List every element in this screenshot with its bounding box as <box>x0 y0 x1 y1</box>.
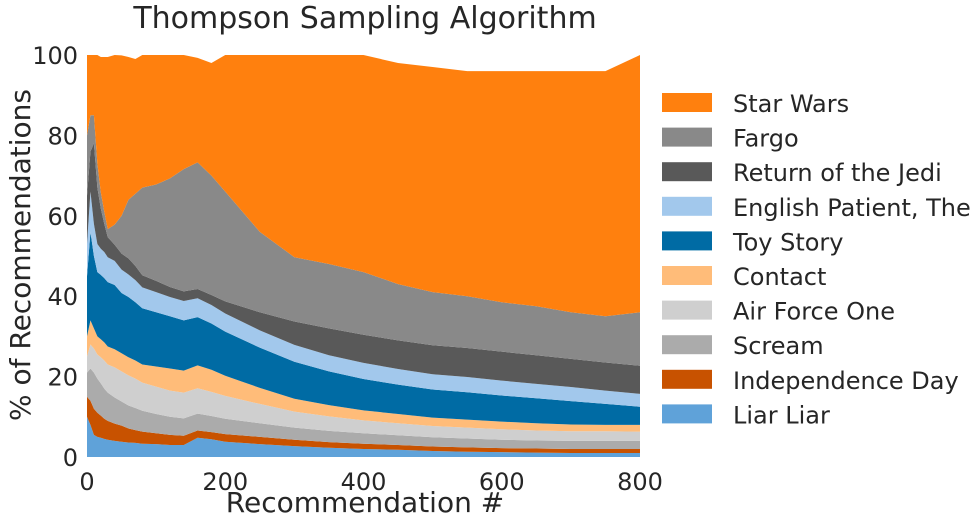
legend: Star Wars Fargo Return of the Jedi English … <box>662 90 971 429</box>
x-tick-label: 600 <box>479 468 525 496</box>
legend-label: Fargo <box>733 125 799 153</box>
legend-label: Contact <box>733 263 826 291</box>
legend-label: Toy Story <box>732 228 844 256</box>
y-axis-label: % of Recommendations <box>4 89 37 421</box>
legend-swatch <box>662 369 712 389</box>
legend-swatch <box>662 93 712 112</box>
legend-label: Liar Liar <box>733 401 830 429</box>
legend-swatch <box>662 162 712 182</box>
area-independence-day <box>87 396 640 453</box>
x-tick-label: 800 <box>617 468 663 496</box>
x-tick-label: 0 <box>79 468 94 496</box>
legend-swatch <box>662 300 712 320</box>
legend-label: Independence Day <box>733 367 959 395</box>
legend-label: Star Wars <box>733 90 849 118</box>
y-tick-label: 100 <box>32 42 78 70</box>
y-tick-label: 60 <box>47 203 78 231</box>
y-tick-label: 40 <box>47 283 78 311</box>
legend-label: Scream <box>733 332 824 360</box>
y-axis-ticks: 0 20 40 60 80 100 <box>32 42 78 472</box>
area-fargo <box>87 115 640 366</box>
plot-area <box>87 55 640 457</box>
legend-swatch <box>662 127 712 147</box>
area-return-of-the-jedi <box>87 143 640 394</box>
area-scream <box>87 368 640 449</box>
x-axis-label: Recommendation # <box>226 486 504 519</box>
legend-label: English Patient, The <box>733 194 971 222</box>
legend-label: Return of the Jedi <box>733 159 942 187</box>
y-tick-label: 20 <box>47 364 78 392</box>
legend-label: Air Force One <box>733 298 895 326</box>
x-tick-label: 400 <box>341 468 387 496</box>
area-air-force-one <box>87 344 640 441</box>
legend-swatch <box>662 196 712 216</box>
y-tick-label: 80 <box>47 122 78 150</box>
area-contact <box>87 320 640 432</box>
legend-swatch <box>662 335 712 355</box>
area-liar-liar <box>87 416 640 457</box>
legend-swatch <box>662 266 712 285</box>
area-star-wars <box>87 55 640 317</box>
legend-swatch <box>662 231 712 251</box>
y-tick-label: 0 <box>63 444 78 472</box>
area-toy-story <box>87 231 640 425</box>
legend-swatch <box>662 404 712 424</box>
x-tick-label: 200 <box>202 468 248 496</box>
x-axis-ticks: 0 200 400 600 800 <box>79 468 663 496</box>
chart-title: Thompson Sampling Algorithm <box>132 1 596 36</box>
area-english-patient-the <box>87 191 640 407</box>
